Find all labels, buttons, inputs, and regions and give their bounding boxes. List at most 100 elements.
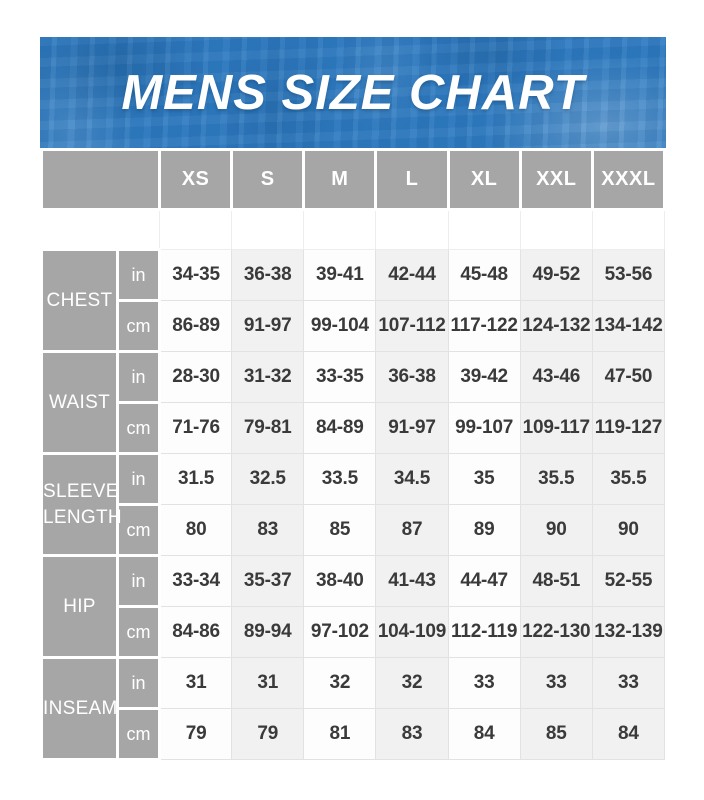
value-cell: 44-47 [447, 555, 521, 607]
value-cell: 84-86 [158, 606, 233, 658]
table-row: INSEAM in 31 31 32 32 33 33 33 [40, 656, 666, 761]
value-cell: 84-89 [303, 402, 377, 454]
value-cell: 39-41 [303, 249, 377, 301]
value-cell: 71-76 [158, 402, 233, 454]
unit-label: in [116, 350, 161, 404]
unit-label: cm [116, 707, 161, 761]
value-cell: 32 [375, 657, 449, 709]
value-cell: 86-89 [158, 300, 233, 352]
measurement-label: WAIST [40, 350, 119, 455]
value-cell: 47-50 [591, 351, 666, 403]
value-cell: 31.5 [158, 453, 233, 505]
value-cell: 31 [158, 657, 233, 709]
size-column-header: XXXL [590, 148, 667, 211]
unit-label: in [116, 248, 161, 302]
value-cell: 35.5 [591, 453, 666, 505]
spacer-cell [158, 209, 233, 250]
spacer-cell [591, 209, 666, 250]
value-cell: 33 [519, 657, 593, 709]
value-cell: 38-40 [303, 555, 377, 607]
value-cell: 87 [375, 504, 449, 556]
value-cell: 35 [447, 453, 521, 505]
value-cell: 90 [591, 504, 666, 556]
table-row: cm 86-89 91-97 99-104 107-112 117-122 12… [42, 299, 666, 353]
table-row: SLEEVE LENGTH in 31.5 32.5 33.5 34.5 35 … [40, 452, 666, 557]
value-cell: 84 [447, 708, 521, 760]
value-cell: 36-38 [231, 249, 305, 301]
value-cell: 31 [231, 657, 305, 709]
value-cell: 32.5 [231, 453, 305, 505]
value-cell: 80 [158, 504, 233, 556]
value-cell: 119-127 [591, 402, 666, 454]
size-column-header: XL [446, 148, 522, 211]
unit-label: in [116, 452, 161, 506]
measurement-label: INSEAM [40, 656, 119, 761]
value-cell: 134-142 [591, 300, 666, 352]
value-cell: 79 [231, 708, 305, 760]
unit-label: cm [116, 401, 161, 455]
value-cell: 42-44 [375, 249, 449, 301]
value-cell: 34-35 [158, 249, 233, 301]
value-cell: 31-32 [231, 351, 305, 403]
spacer-row [41, 209, 666, 250]
value-cell: 53-56 [591, 249, 666, 301]
table-row: cm 80 83 85 87 89 90 90 [42, 503, 666, 557]
size-column-header: XS [157, 148, 234, 211]
value-cell: 89-94 [231, 606, 305, 658]
unit-label: in [116, 656, 161, 710]
value-cell: 81 [303, 708, 377, 760]
size-column-header: L [374, 148, 450, 211]
spacer-cell [447, 209, 521, 250]
table-row: WAIST in 28-30 31-32 33-35 36-38 39-42 4… [40, 350, 666, 455]
spacer-cell [519, 209, 593, 250]
size-column-header: M [302, 148, 378, 211]
page-title: MENS SIZE CHART [121, 65, 585, 120]
size-chart-table: XS S M L XL XXL XXXL CHEST [40, 148, 667, 761]
spacer-cell [303, 209, 377, 250]
value-cell: 83 [375, 708, 449, 760]
value-cell: 124-132 [519, 300, 593, 352]
value-cell: 43-46 [519, 351, 593, 403]
measurement-label: HIP [40, 554, 119, 659]
value-cell: 90 [519, 504, 593, 556]
size-header-row: XS S M L XL XXL XXXL [40, 148, 667, 211]
value-cell: 33 [591, 657, 666, 709]
value-cell: 35.5 [519, 453, 593, 505]
value-cell: 49-52 [519, 249, 593, 301]
unit-label: cm [116, 605, 161, 659]
value-cell: 33-35 [303, 351, 377, 403]
value-cell: 91-97 [375, 402, 449, 454]
unit-label: in [116, 554, 161, 608]
value-cell: 36-38 [375, 351, 449, 403]
value-cell: 32 [303, 657, 377, 709]
value-cell: 45-48 [447, 249, 521, 301]
table-row: cm 79 79 81 83 84 85 84 [42, 707, 666, 761]
unit-label: cm [116, 299, 161, 353]
spacer-cell [375, 209, 449, 250]
banner-texture [40, 37, 666, 148]
value-cell: 33.5 [303, 453, 377, 505]
value-cell: 28-30 [158, 351, 233, 403]
value-cell: 99-104 [303, 300, 377, 352]
value-cell: 112-119 [447, 606, 521, 658]
value-cell: 91-97 [231, 300, 305, 352]
value-cell: 35-37 [231, 555, 305, 607]
value-cell: 132-139 [591, 606, 666, 658]
value-cell: 79-81 [231, 402, 305, 454]
value-cell: 109-117 [519, 402, 593, 454]
value-cell: 48-51 [519, 555, 593, 607]
value-cell: 85 [519, 708, 593, 760]
value-cell: 52-55 [591, 555, 666, 607]
unit-label: cm [116, 503, 161, 557]
value-cell: 41-43 [375, 555, 449, 607]
value-cell: 122-130 [519, 606, 593, 658]
value-cell: 33-34 [158, 555, 233, 607]
value-cell: 107-112 [375, 300, 449, 352]
value-cell: 79 [158, 708, 233, 760]
spacer-cell [231, 209, 305, 250]
value-cell: 99-107 [447, 402, 521, 454]
value-cell: 33 [447, 657, 521, 709]
value-cell: 39-42 [447, 351, 521, 403]
value-cell: 85 [303, 504, 377, 556]
